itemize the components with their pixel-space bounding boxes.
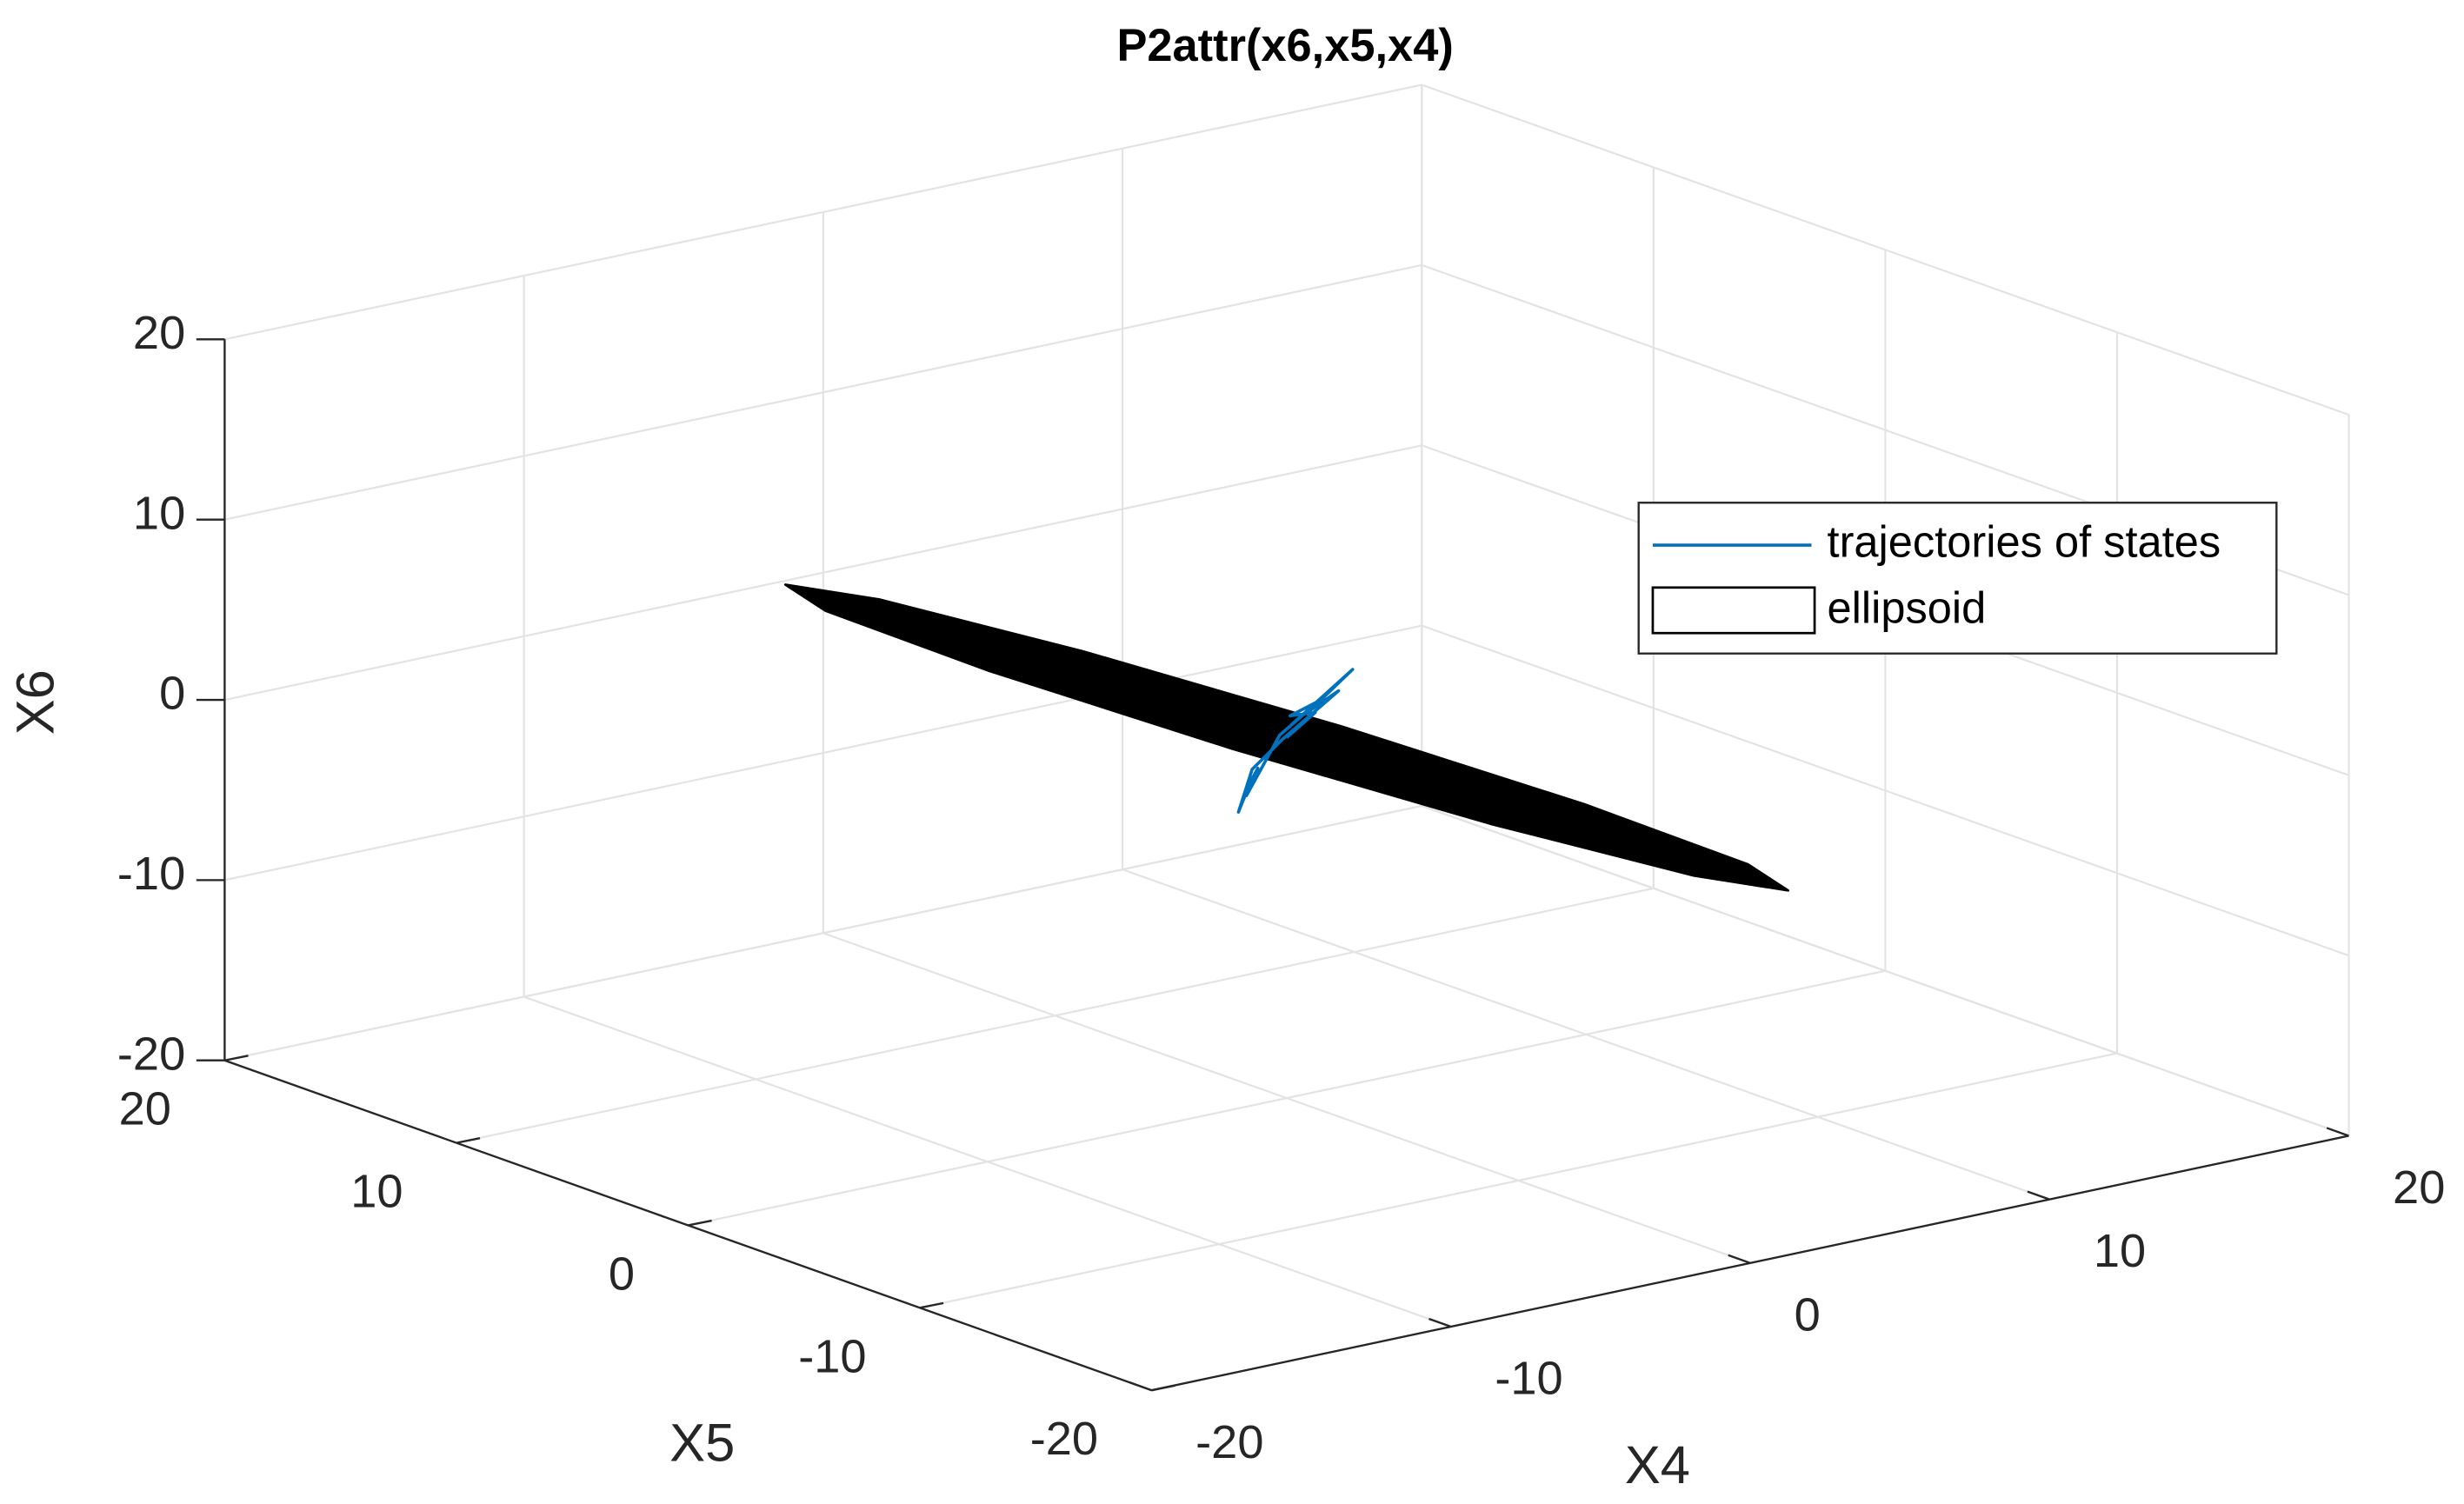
grid-line <box>224 444 1422 702</box>
tick-mark <box>2027 1190 2050 1201</box>
grid-line <box>224 624 1422 882</box>
tick-mark <box>1151 1384 1175 1392</box>
z-tick-label: -20 <box>117 1028 185 1080</box>
tick-mark <box>2326 1127 2349 1137</box>
tick-mark <box>456 1137 481 1144</box>
grid-line <box>919 1052 2118 1309</box>
legend-label: ellipsoid <box>1828 582 1987 632</box>
z-tick-label: 10 <box>133 487 185 539</box>
y-tick-label: -20 <box>1030 1413 1098 1465</box>
grid-line <box>224 263 1422 521</box>
tick-mark <box>919 1301 944 1309</box>
x-tick-label: -10 <box>1495 1353 1562 1405</box>
tick-mark <box>224 1055 249 1061</box>
z-tick-label: 0 <box>159 668 185 720</box>
legend-label: trajectories of states <box>1828 516 2221 566</box>
x-tick-label: -20 <box>1195 1416 1263 1468</box>
grid-line <box>456 887 1655 1144</box>
grid-line <box>224 83 1422 341</box>
z-tick-label: -10 <box>117 848 185 900</box>
x-axis <box>1151 1135 2349 1392</box>
x-axis-label: X4 <box>1625 1435 1690 1495</box>
grid-line <box>688 969 1886 1227</box>
x-tick-label: 10 <box>2094 1225 2146 1277</box>
grid-line <box>1421 624 2349 957</box>
grid-line <box>1421 804 2349 1137</box>
grid-line <box>224 804 1422 1061</box>
chart-title: P2attr(x6,x5,x4) <box>1116 21 1453 71</box>
plot-area: P2attr(x6,x5,x4) -20-1001020-20-1001020-… <box>5 21 2445 1495</box>
grid-line <box>1421 83 2349 416</box>
x-tick-label: 0 <box>1795 1288 1821 1341</box>
y-tick-label: 20 <box>119 1083 171 1135</box>
z-tick-label: 20 <box>133 307 185 359</box>
tick-mark <box>1129 1381 1152 1392</box>
x-tick-label: 20 <box>2393 1161 2445 1214</box>
y-axis-label: X5 <box>669 1413 735 1473</box>
tick-mark <box>1428 1317 1452 1328</box>
tick-mark <box>1728 1254 1751 1264</box>
y-tick-label: 10 <box>350 1166 403 1218</box>
trajectory <box>1236 668 1355 814</box>
z-axis-label: X6 <box>5 669 65 735</box>
legend-swatch <box>1651 586 1816 635</box>
y-tick-label: 0 <box>609 1248 635 1300</box>
tick-mark <box>688 1219 712 1227</box>
y-tick-label: -10 <box>798 1330 866 1382</box>
